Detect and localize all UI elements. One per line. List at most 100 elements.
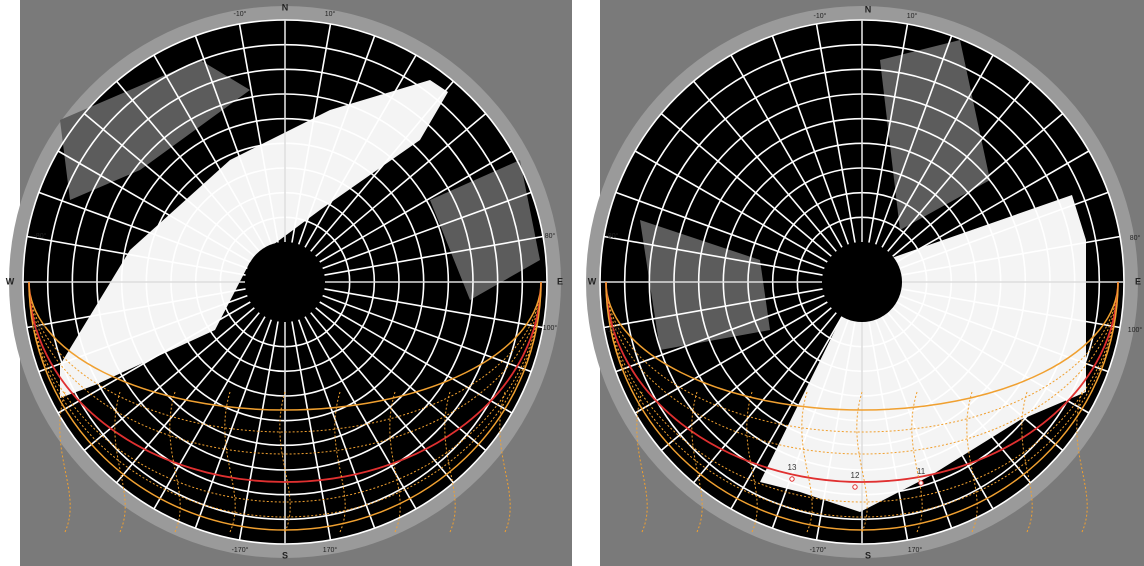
analemma bbox=[1021, 391, 1033, 533]
sun-path bbox=[28, 281, 542, 411]
obstruction bbox=[430, 160, 540, 300]
compass-label: W bbox=[6, 276, 15, 286]
fisheye-panel: N S W E -10° 10° -80° 80° -100° 100° -170° 170° bbox=[6, 0, 572, 566]
sun-path-dotted bbox=[28, 281, 542, 433]
analemma bbox=[801, 391, 813, 533]
hour-label: 11 bbox=[917, 467, 926, 476]
sun-path-today bbox=[28, 281, 542, 483]
azimuth-line bbox=[815, 23, 856, 243]
azimuth-line bbox=[57, 301, 251, 414]
azimuth-line bbox=[26, 288, 246, 329]
azimuth-line bbox=[57, 150, 251, 263]
obstruction bbox=[640, 220, 770, 350]
azimuth-line bbox=[730, 316, 843, 510]
compass-label: E bbox=[1135, 276, 1141, 286]
compass-label: W bbox=[588, 276, 597, 286]
azimuth-line bbox=[83, 307, 255, 452]
azimuth-line bbox=[692, 312, 837, 484]
azimuth-line bbox=[83, 112, 255, 257]
zenith-disk bbox=[245, 242, 325, 322]
azimuth-line bbox=[38, 294, 248, 373]
azimuth-line bbox=[319, 150, 513, 263]
azimuth-label: -170° bbox=[232, 546, 249, 554]
azimuth-label: 100° bbox=[543, 324, 558, 332]
azimuth-line bbox=[322, 294, 532, 373]
azimuth-line bbox=[868, 23, 909, 243]
azimuth-line bbox=[322, 191, 532, 270]
compass-label: N bbox=[282, 2, 289, 12]
azimuth-line bbox=[881, 316, 994, 510]
azimuth-line bbox=[310, 312, 455, 484]
azimuth-line bbox=[238, 321, 279, 541]
azimuth-line bbox=[304, 54, 417, 248]
sun-path bbox=[605, 281, 1119, 411]
azimuth-line bbox=[324, 288, 544, 329]
azimuth-label: 170° bbox=[323, 546, 338, 554]
analemma bbox=[499, 391, 511, 533]
azimuth-label: 100° bbox=[1128, 326, 1143, 334]
azimuth-line bbox=[634, 301, 828, 414]
hour-label: 12 bbox=[851, 471, 860, 480]
azimuth-label: 80° bbox=[545, 232, 556, 240]
azimuth-line bbox=[115, 80, 260, 252]
azimuth-line bbox=[901, 235, 1121, 276]
azimuth-line bbox=[692, 80, 837, 252]
azimuth-line bbox=[603, 288, 823, 329]
azimuth-line bbox=[615, 191, 825, 270]
azimuth-label: -10° bbox=[234, 10, 247, 18]
hour-marker bbox=[852, 484, 858, 490]
azimuth-line bbox=[896, 301, 1090, 414]
azimuth-line bbox=[194, 319, 273, 529]
azimuth-line bbox=[771, 319, 850, 529]
azimuth-line bbox=[238, 23, 279, 243]
azimuth-line bbox=[887, 80, 1032, 252]
azimuth-label: 10° bbox=[907, 12, 918, 20]
azimuth-line bbox=[881, 54, 994, 248]
hour-marker bbox=[918, 480, 924, 486]
azimuth-line bbox=[660, 307, 832, 452]
azimuth-line bbox=[291, 23, 332, 243]
analemma bbox=[334, 391, 346, 533]
azimuth-line bbox=[304, 316, 417, 510]
azimuth-line bbox=[291, 321, 332, 541]
azimuth-label: 10° bbox=[325, 10, 336, 18]
analemma bbox=[911, 391, 923, 533]
azimuth-line bbox=[874, 319, 953, 529]
azimuth-line bbox=[899, 294, 1109, 373]
azimuth-line bbox=[310, 80, 455, 252]
azimuth-line bbox=[615, 294, 825, 373]
analemma bbox=[169, 391, 181, 533]
analemma bbox=[636, 391, 648, 533]
fisheye-panel: N S W E -10° 10° -80° 80° -100° 100° -170° 170° 13 12… bbox=[586, 0, 1144, 566]
sun-path-dotted bbox=[605, 281, 1119, 503]
azimuth-line bbox=[324, 235, 544, 276]
azimuth-label: -80° bbox=[34, 232, 47, 240]
compass-label: S bbox=[282, 550, 288, 560]
azimuth-line bbox=[38, 191, 248, 270]
azimuth-label: -100° bbox=[30, 324, 47, 332]
analemma bbox=[966, 391, 978, 533]
sun-path-dotted bbox=[28, 281, 542, 503]
azimuth-line bbox=[874, 35, 953, 245]
hour-label: 13 bbox=[788, 463, 797, 472]
azimuth-line bbox=[815, 321, 856, 541]
compass-label: E bbox=[557, 276, 563, 286]
azimuth-line bbox=[315, 307, 487, 452]
zenith-disk bbox=[822, 242, 902, 322]
azimuth-line bbox=[153, 316, 266, 510]
analemma bbox=[114, 391, 126, 533]
azimuth-line bbox=[634, 150, 828, 263]
analemma bbox=[224, 391, 236, 533]
azimuth-label: 170° bbox=[908, 546, 923, 554]
analemma bbox=[389, 391, 401, 533]
sun-path-dotted bbox=[605, 281, 1119, 518]
azimuth-line bbox=[297, 319, 376, 529]
azimuth-line bbox=[319, 301, 513, 414]
azimuth-line bbox=[730, 54, 843, 248]
azimuth-line bbox=[26, 235, 246, 276]
analemma bbox=[856, 391, 868, 533]
azimuth-line bbox=[868, 321, 909, 541]
azimuth-label: -80° bbox=[606, 232, 619, 240]
